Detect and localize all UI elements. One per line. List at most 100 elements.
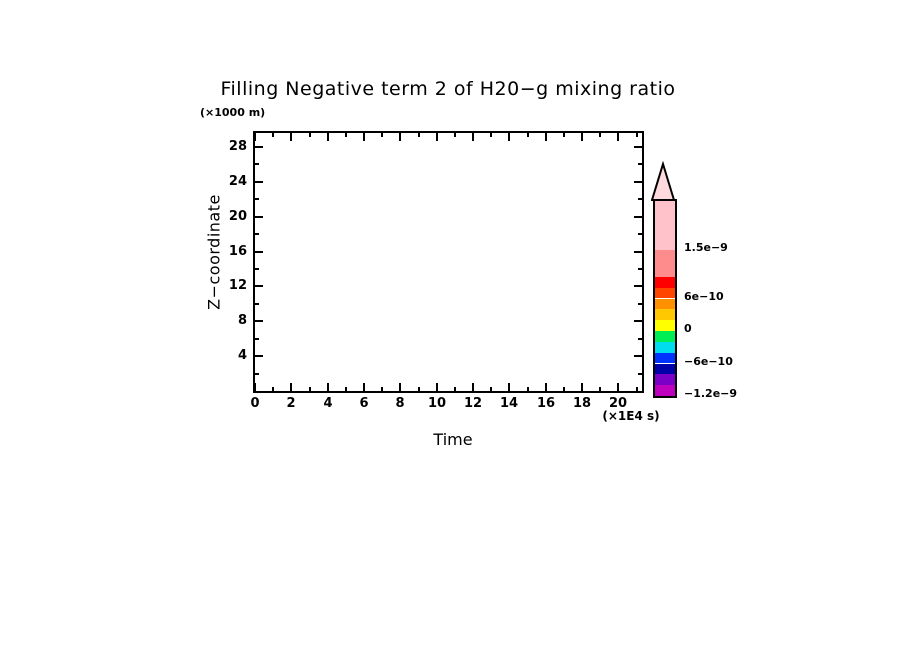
x-minor-tick	[490, 387, 492, 391]
y-tick-label: 4	[237, 348, 247, 363]
x-tick-label: 14	[499, 396, 519, 411]
y-minor-tick	[255, 233, 259, 235]
x-major-tick	[545, 383, 547, 391]
x-major-tick	[254, 133, 256, 141]
x-major-tick	[290, 383, 292, 391]
colorbar-segment	[655, 298, 675, 310]
colorbar-segment	[655, 341, 675, 353]
x-minor-tick	[563, 387, 565, 391]
x-major-tick	[472, 133, 474, 141]
x-minor-tick	[527, 133, 529, 137]
y-axis-unit-label: (×1000 m)	[200, 106, 266, 119]
x-minor-tick	[418, 387, 420, 391]
y-minor-tick	[638, 338, 642, 340]
x-major-tick	[581, 383, 583, 391]
x-minor-tick	[636, 133, 638, 137]
x-minor-tick	[381, 133, 383, 137]
y-minor-tick	[255, 373, 259, 375]
colorbar-segment	[655, 249, 675, 277]
x-minor-tick	[454, 133, 456, 137]
x-major-tick	[327, 133, 329, 141]
y-minor-tick	[638, 303, 642, 305]
x-minor-tick	[345, 387, 347, 391]
y-tick-label: 8	[237, 313, 247, 328]
x-minor-tick	[527, 387, 529, 391]
x-tick-label: 4	[323, 396, 333, 411]
colorbar	[653, 199, 677, 398]
x-minor-tick	[563, 133, 565, 137]
x-minor-tick	[454, 387, 456, 391]
y-minor-tick	[638, 373, 642, 375]
colorbar-segment	[655, 201, 675, 250]
y-major-tick	[634, 181, 642, 183]
x-major-tick	[327, 383, 329, 391]
x-minor-tick	[599, 387, 601, 391]
plot-frame	[253, 131, 644, 393]
x-minor-tick	[272, 133, 274, 137]
x-minor-tick	[418, 133, 420, 137]
y-minor-tick	[638, 268, 642, 270]
colorbar-label: 6e−10	[684, 289, 724, 303]
x-minor-tick	[490, 133, 492, 137]
y-minor-tick	[638, 163, 642, 165]
colorbar-label: 0	[684, 322, 692, 335]
colorbar-segment	[655, 352, 675, 364]
y-tick-label: 24	[228, 174, 247, 189]
x-minor-tick	[599, 133, 601, 137]
colorbar-segment	[655, 309, 675, 321]
x-major-tick	[290, 133, 292, 141]
colorbar-label: 1.5e−9	[684, 240, 728, 254]
y-major-tick	[255, 181, 263, 183]
y-minor-tick	[255, 303, 259, 305]
y-major-tick	[634, 320, 642, 322]
y-major-tick	[255, 355, 263, 357]
x-minor-tick	[636, 387, 638, 391]
x-minor-tick	[381, 387, 383, 391]
y-tick-label: 12	[228, 278, 247, 293]
y-tick-label: 28	[228, 139, 247, 154]
y-major-tick	[255, 251, 263, 253]
colorbar-segment	[655, 374, 675, 386]
y-major-tick	[634, 251, 642, 253]
y-major-tick	[634, 355, 642, 357]
y-major-tick	[634, 285, 642, 287]
chart-title: Filling Negative term 2 of H20−g mixing …	[220, 78, 676, 100]
x-major-tick	[581, 133, 583, 141]
x-tick-label: 20	[608, 396, 628, 411]
x-major-tick	[436, 133, 438, 141]
x-tick-label: 8	[395, 396, 405, 411]
x-minor-tick	[309, 387, 311, 391]
x-major-tick	[363, 383, 365, 391]
x-major-tick	[363, 133, 365, 141]
x-major-tick	[399, 383, 401, 391]
x-tick-label: 0	[250, 396, 260, 411]
x-minor-tick	[272, 387, 274, 391]
y-minor-tick	[255, 338, 259, 340]
y-minor-tick	[255, 198, 259, 200]
x-major-tick	[545, 133, 547, 141]
x-minor-tick	[309, 133, 311, 137]
y-tick-label: 16	[228, 244, 247, 259]
x-tick-label: 16	[536, 396, 556, 411]
x-major-tick	[472, 383, 474, 391]
y-major-tick	[634, 146, 642, 148]
colorbar-segment	[655, 385, 675, 396]
colorbar-label: −6e−10	[684, 354, 733, 368]
x-tick-label: 6	[359, 396, 369, 411]
y-major-tick	[255, 285, 263, 287]
colorbar-label: −1.2e−9	[684, 387, 738, 400]
x-axis-unit-label: (×1E4 s)	[602, 409, 660, 423]
x-major-tick	[254, 383, 256, 391]
y-minor-tick	[638, 233, 642, 235]
x-major-tick	[508, 133, 510, 141]
x-major-tick	[617, 133, 619, 141]
y-minor-tick	[638, 198, 642, 200]
x-tick-label: 10	[427, 396, 447, 411]
colorbar-segment	[655, 276, 675, 288]
y-minor-tick	[255, 163, 259, 165]
colorbar-segment	[655, 363, 675, 375]
y-major-tick	[634, 216, 642, 218]
y-major-tick	[255, 216, 263, 218]
x-tick-label: 18	[572, 396, 592, 411]
x-major-tick	[508, 383, 510, 391]
